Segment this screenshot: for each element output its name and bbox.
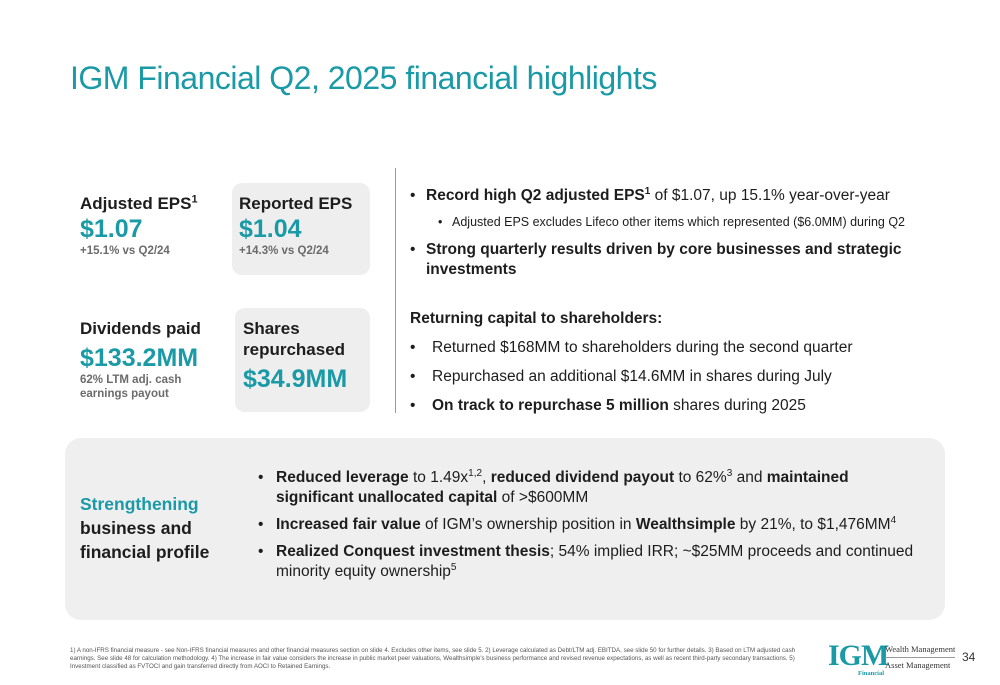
- bullet-record-eps: Record high Q2 adjusted EPS1 of $1.07, u…: [410, 186, 950, 206]
- reported-eps-change: +14.3% vs Q2/24: [239, 245, 329, 257]
- shares-label-line2: repurchased: [243, 340, 346, 359]
- shares-value: $34.9MM: [243, 365, 348, 393]
- adjusted-eps-metric: Adjusted EPS1 $1.07 +15.1% vs Q2/24: [80, 193, 198, 258]
- dividends-metric: Dividends paid $133.2MM 62% LTM adj. cas…: [80, 318, 201, 401]
- adjusted-eps-change: +15.1% vs Q2/24: [80, 245, 170, 257]
- dividends-sub-line2: earnings payout: [80, 388, 169, 400]
- dividends-value: $133.2MM: [80, 344, 199, 372]
- vertical-divider: [395, 168, 396, 413]
- bullet-strong-results: Strong quarterly results driven by core …: [410, 240, 950, 280]
- igm-logo-financial: Financial: [858, 670, 885, 677]
- igm-logo-mark: IGM: [828, 639, 889, 672]
- profile-panel-list: Reduced leverage to 1.49x1,2, reduced di…: [258, 468, 928, 589]
- capital-return-title: Returning capital to shareholders:: [410, 310, 663, 327]
- adjusted-eps-label: Adjusted EPS: [80, 194, 192, 213]
- profile-panel-heading: Strengthening business and financial pro…: [80, 494, 210, 562]
- reported-eps-card: [232, 183, 370, 275]
- igm-logo-divider: [885, 657, 955, 658]
- shares-repurchased-metric: Shares repurchased $34.9MM: [243, 318, 347, 394]
- adjusted-eps-footnote-ref: 1: [191, 193, 198, 206]
- reported-eps-value: $1.04: [239, 215, 302, 243]
- bullet-returned: Returned $168MM to shareholders during t…: [410, 338, 950, 358]
- adjusted-eps-value: $1.07: [80, 215, 143, 243]
- page-title: IGM Financial Q2, 2025 financial highlig…: [70, 60, 657, 96]
- footnotes: 1) A non-IFRS financial measure - see No…: [70, 647, 796, 670]
- bullet-repurchased: Repurchased an additional $14.6MM in sha…: [410, 367, 950, 387]
- dividends-label: Dividends paid: [80, 319, 201, 338]
- eps-highlights: Record high Q2 adjusted EPS1 of $1.07, u…: [410, 186, 950, 280]
- reported-eps-label: Reported EPS: [239, 194, 353, 213]
- bullet-conquest: Realized Conquest investment thesis; 54%…: [258, 542, 928, 582]
- bullet-eps-exclusion: Adjusted EPS excludes Lifeco other items…: [438, 212, 950, 232]
- bullet-fair-value: Increased fair value of IGM’s ownership …: [258, 515, 928, 535]
- page-number: 34: [962, 650, 976, 664]
- reported-eps-metric: Reported EPS $1.04 +14.3% vs Q2/24: [239, 193, 352, 258]
- shares-repurchased-card: [235, 308, 370, 412]
- bullet-leverage: Reduced leverage to 1.49x1,2, reduced di…: [258, 468, 928, 508]
- igm-logo-wealth: Wealth Management: [885, 644, 956, 654]
- igm-logo: IGM Financial Wealth Management Asset Ma…: [828, 640, 956, 678]
- capital-return-section: Returning capital to shareholders: Retur…: [410, 309, 950, 416]
- dividends-sub-line1: 62% LTM adj. cash: [80, 374, 182, 386]
- igm-logo-asset: Asset Management: [885, 660, 951, 670]
- bullet-on-track: On track to repurchase 5 million shares …: [410, 396, 950, 416]
- shares-label-line1: Shares: [243, 319, 300, 338]
